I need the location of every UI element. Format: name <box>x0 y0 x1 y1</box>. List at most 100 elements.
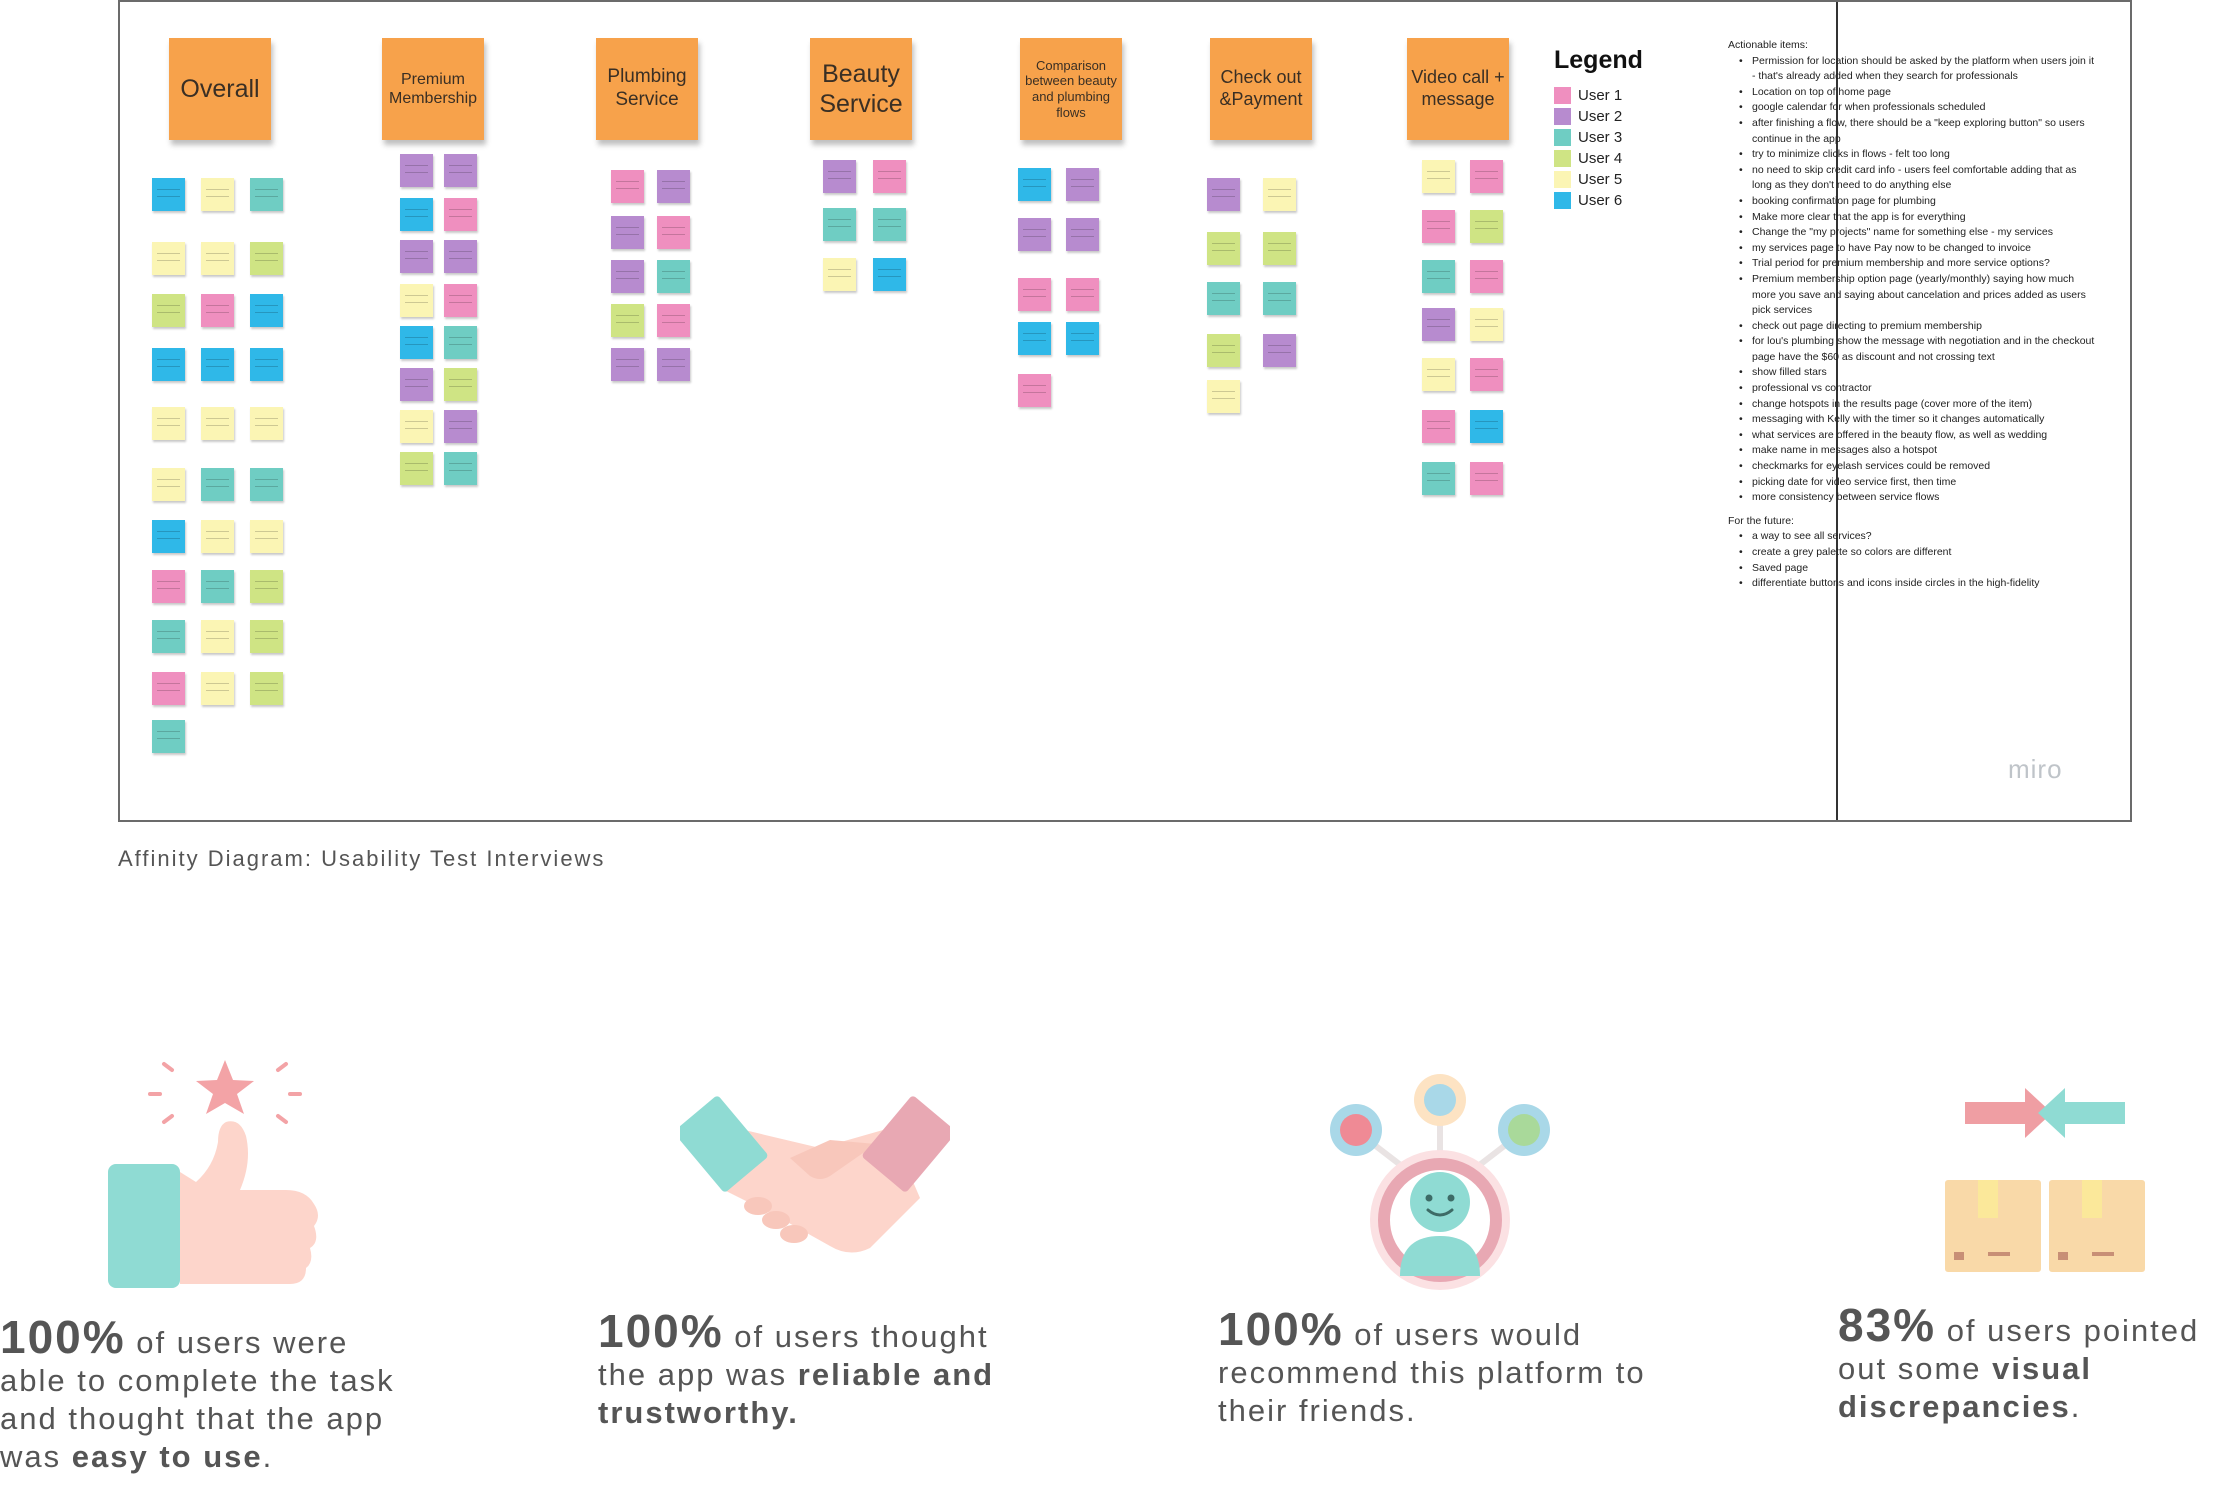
legend-label: User 5 <box>1578 171 1623 188</box>
sticky-note <box>152 520 185 553</box>
list-item: show filled stars <box>1739 365 2098 381</box>
list-item: change hotspots in the results page (cov… <box>1739 397 2098 413</box>
sticky-note <box>1207 380 1240 413</box>
legend-item-user-2: User 2 <box>1554 106 1643 127</box>
sticky-note <box>444 410 477 443</box>
sticky-note <box>444 326 477 359</box>
header-premium-membership: Premium Membership <box>382 38 484 140</box>
sticky-note <box>250 620 283 653</box>
stat-emphasis: visual discrepancies <box>1838 1351 2093 1424</box>
sticky-note <box>1018 322 1051 355</box>
sticky-note <box>611 260 644 293</box>
legend-item-user-6: User 6 <box>1554 190 1643 211</box>
header-beauty-service: Beauty Service <box>810 38 912 140</box>
sticky-note <box>611 348 644 381</box>
stat-value: 83% <box>1838 1299 1937 1351</box>
list-item: no need to skip credit card info - users… <box>1739 163 2098 194</box>
sticky-note <box>873 258 906 291</box>
stat-recommend: 100% of users would recommend this platf… <box>1218 1306 1658 1430</box>
legend-item-user-5: User 5 <box>1554 169 1643 190</box>
miro-logo: miro <box>2008 754 2063 784</box>
sticky-note <box>1066 278 1099 311</box>
list-item: Permission for location should be asked … <box>1739 54 2098 85</box>
legend-label: User 3 <box>1578 129 1623 146</box>
list-item: Saved page <box>1739 561 2098 577</box>
sticky-note <box>201 468 234 501</box>
sticky-note <box>152 348 185 381</box>
stat-easy-to-use: 100% of users were able to complete the … <box>0 1314 405 1476</box>
stat-emphasis: reliable and trustworthy. <box>598 1357 995 1430</box>
sticky-note <box>250 294 283 327</box>
sticky-note <box>1470 260 1503 293</box>
sticky-note <box>1066 322 1099 355</box>
sticky-note <box>400 368 433 401</box>
sticky-note <box>1066 168 1099 201</box>
sticky-note <box>201 294 234 327</box>
legend-item-user-4: User 4 <box>1554 148 1643 169</box>
future-heading: For the future: <box>1728 514 1794 527</box>
list-item: Premium membership option page (yearly/m… <box>1739 272 2098 319</box>
legend-swatch <box>1554 87 1571 104</box>
list-item: try to minimize clicks in flows - felt t… <box>1739 147 2098 163</box>
header-overall: Overall <box>169 38 271 140</box>
sticky-note <box>657 304 690 337</box>
legend-item-user-3: User 3 <box>1554 127 1643 148</box>
legend-swatch <box>1554 129 1571 146</box>
sticky-note <box>1018 168 1051 201</box>
sticky-note <box>201 520 234 553</box>
sticky-note <box>250 407 283 440</box>
sticky-note <box>250 468 283 501</box>
sticky-note <box>444 240 477 273</box>
sticky-note <box>400 326 433 359</box>
sticky-note <box>250 570 283 603</box>
legend-title: Legend <box>1554 46 1643 74</box>
sticky-note <box>1263 178 1296 211</box>
sticky-note <box>444 368 477 401</box>
stat-text: of users were able to complete the task … <box>0 1325 395 1474</box>
sticky-note <box>1207 334 1240 367</box>
sticky-note <box>250 242 283 275</box>
stat-value: 100% <box>1218 1303 1344 1355</box>
sticky-note <box>657 170 690 203</box>
sticky-note <box>1470 358 1503 391</box>
sticky-note <box>1207 282 1240 315</box>
box-comparison-icon <box>1945 1088 2145 1272</box>
sticky-note <box>201 570 234 603</box>
list-item: more consistency between service flows <box>1739 490 2098 506</box>
sticky-note <box>1422 462 1455 495</box>
list-item: what services are offered in the beauty … <box>1739 428 2098 444</box>
sticky-note <box>1422 358 1455 391</box>
sticky-note <box>1470 160 1503 193</box>
sticky-note <box>611 170 644 203</box>
list-item: create a grey palette so colors are diff… <box>1739 545 2098 561</box>
sticky-note <box>250 178 283 211</box>
legend-label: User 1 <box>1578 87 1623 104</box>
list-item: differentiate buttons and icons inside c… <box>1739 576 2098 592</box>
notes-panel: Actionable items: Permission for locatio… <box>1728 38 2098 600</box>
thumbs-up-icon <box>108 1060 318 1288</box>
actionable-list: Permission for location should be asked … <box>1728 54 2098 506</box>
sticky-note <box>444 198 477 231</box>
sticky-note <box>400 452 433 485</box>
header-video-call-message: Video call + message <box>1407 38 1509 140</box>
list-item: checkmarks for eyelash services could be… <box>1739 459 2098 475</box>
sticky-note <box>400 198 433 231</box>
list-item: a way to see all services? <box>1739 529 2098 545</box>
sticky-note <box>1018 374 1051 407</box>
sticky-note <box>250 520 283 553</box>
list-item: messaging with Kelly with the timer so i… <box>1739 412 2098 428</box>
list-item: after finishing a flow, there should be … <box>1739 116 2098 147</box>
legend-label: User 2 <box>1578 108 1623 125</box>
stat-reliable-trustworthy: 100% of users thought the app was reliab… <box>598 1308 1038 1432</box>
sticky-note <box>201 672 234 705</box>
sticky-note <box>152 242 185 275</box>
legend-swatch <box>1554 192 1571 209</box>
sticky-note <box>1422 410 1455 443</box>
sticky-note <box>201 348 234 381</box>
stat-visual-discrepancies: 83% of users pointed out some visual dis… <box>1838 1302 2222 1426</box>
sticky-note <box>1018 218 1051 251</box>
header-comparison-flows: Comparison between beauty and plumbing f… <box>1020 38 1122 140</box>
sticky-note <box>152 294 185 327</box>
header-checkout-payment: Check out &Payment <box>1210 38 1312 140</box>
stat-text: of users pointed out some <box>1838 1313 2200 1386</box>
